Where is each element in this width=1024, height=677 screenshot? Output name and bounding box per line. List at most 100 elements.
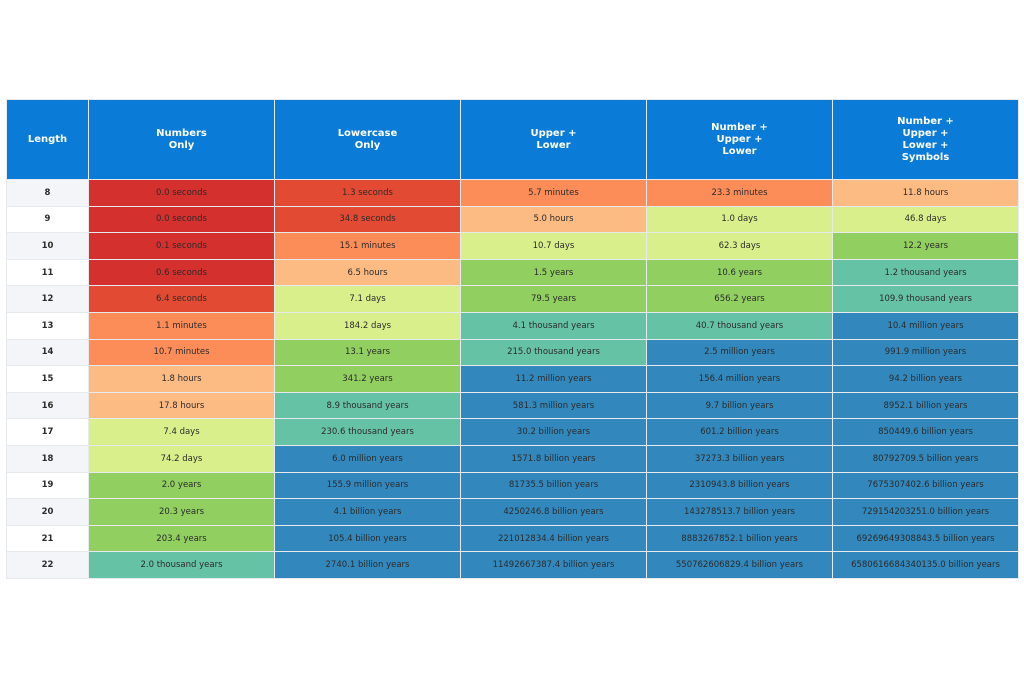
cell-number-upper-lower: 8883267852.1 billion years (646, 524, 833, 553)
table-row: 12 6.4 seconds 7.1 days 79.5 years 656.2 yea… (6, 285, 1019, 313)
cell-number-upper-lower-symbols: 109.9 thousand years (832, 285, 1019, 313)
length-cell: 13 (6, 311, 89, 340)
cell-number-upper-lower-symbols: 46.8 days (832, 205, 1019, 234)
header-number-upper-lower: Number + Upper + Lower (646, 99, 833, 180)
cell-number-upper-lower-symbols: 10.4 million years (832, 311, 1019, 340)
cell-number-upper-lower-symbols: 8952.1 billion years (832, 391, 1019, 420)
cell-lowercase-only: 6.5 hours (274, 258, 461, 287)
cell-upper-lower: 11492667387.4 billion years (460, 551, 647, 579)
cell-numbers-only: 1.8 hours (88, 365, 275, 393)
cell-upper-lower: 581.3 million years (460, 391, 647, 420)
length-cell: 11 (6, 258, 89, 287)
length-cell: 9 (6, 205, 89, 234)
cell-lowercase-only: 341.2 years (274, 365, 461, 393)
cell-number-upper-lower: 550762606829.4 billion years (646, 551, 833, 579)
cell-upper-lower: 215.0 thousand years (460, 338, 647, 367)
cell-numbers-only: 0.0 seconds (88, 205, 275, 234)
length-cell: 21 (6, 524, 89, 553)
cell-upper-lower: 221012834.4 billion years (460, 524, 647, 553)
length-cell: 19 (6, 471, 89, 500)
length-cell: 12 (6, 285, 89, 313)
table-row: 8 0.0 seconds 1.3 seconds 5.7 minutes 23.3 m… (6, 179, 1019, 207)
cell-lowercase-only: 7.1 days (274, 285, 461, 313)
header-lowercase-only: Lowercase Only (274, 99, 461, 180)
cell-number-upper-lower: 1.0 days (646, 205, 833, 234)
table-row: 20 20.3 years 4.1 billion years 4250246.8 b… (6, 498, 1019, 526)
cell-upper-lower: 4.1 thousand years (460, 311, 647, 340)
cell-number-upper-lower: 37273.3 billion years (646, 444, 833, 473)
cell-number-upper-lower-symbols: 1.2 thousand years (832, 258, 1019, 287)
cell-numbers-only: 0.1 seconds (88, 232, 275, 260)
cell-lowercase-only: 8.9 thousand years (274, 391, 461, 420)
cell-number-upper-lower-symbols: 80792709.5 billion years (832, 444, 1019, 473)
cell-numbers-only: 10.7 minutes (88, 338, 275, 367)
cell-lowercase-only: 230.6 thousand years (274, 418, 461, 446)
cell-number-upper-lower-symbols: 7675307402.6 billion years (832, 471, 1019, 500)
cell-numbers-only: 0.6 seconds (88, 258, 275, 287)
table-row: 17 7.4 days 230.6 thousand years 30.2 billi… (6, 418, 1019, 446)
cell-numbers-only: 6.4 seconds (88, 285, 275, 313)
table-row: 16 17.8 hours 8.9 thousand years 581.3 mill… (6, 391, 1019, 420)
cell-number-upper-lower: 656.2 years (646, 285, 833, 313)
header-row: Length Numbers Only Lowercase Only Upper… (6, 99, 1019, 180)
cell-numbers-only: 74.2 days (88, 444, 275, 473)
cell-number-upper-lower: 601.2 billion years (646, 418, 833, 446)
cell-number-upper-lower-symbols: 850449.6 billion years (832, 418, 1019, 446)
cell-number-upper-lower-symbols: 729154203251.0 billion years (832, 498, 1019, 526)
cell-upper-lower: 1571.8 billion years (460, 444, 647, 473)
table-row: 14 10.7 minutes 13.1 years 215.0 thousand y… (6, 338, 1019, 367)
length-cell: 8 (6, 179, 89, 207)
cell-number-upper-lower-symbols: 12.2 years (832, 232, 1019, 260)
cell-numbers-only: 0.0 seconds (88, 179, 275, 207)
cell-upper-lower: 11.2 million years (460, 365, 647, 393)
table-row: 13 1.1 minutes 184.2 days 4.1 thousand year… (6, 311, 1019, 340)
cell-number-upper-lower: 2.5 million years (646, 338, 833, 367)
table-row: 19 2.0 years 155.9 million years 81735.5 bi… (6, 471, 1019, 500)
table-body: 8 0.0 seconds 1.3 seconds 5.7 minutes 23.3 m… (6, 179, 1019, 579)
cell-lowercase-only: 184.2 days (274, 311, 461, 340)
cell-number-upper-lower-symbols: 991.9 million years (832, 338, 1019, 367)
cell-upper-lower: 5.0 hours (460, 205, 647, 234)
cell-lowercase-only: 15.1 minutes (274, 232, 461, 260)
cell-number-upper-lower: 143278513.7 billion years (646, 498, 833, 526)
cell-number-upper-lower-symbols: 94.2 billion years (832, 365, 1019, 393)
length-cell: 22 (6, 551, 89, 579)
cell-number-upper-lower: 10.6 years (646, 258, 833, 287)
cell-lowercase-only: 34.8 seconds (274, 205, 461, 234)
cell-upper-lower: 5.7 minutes (460, 179, 647, 207)
header-length: Length (6, 99, 89, 180)
length-cell: 20 (6, 498, 89, 526)
cell-numbers-only: 17.8 hours (88, 391, 275, 420)
cell-lowercase-only: 13.1 years (274, 338, 461, 367)
table-row: 22 2.0 thousand years 2740.1 billion years… (6, 551, 1019, 579)
length-cell: 14 (6, 338, 89, 367)
cell-upper-lower: 81735.5 billion years (460, 471, 647, 500)
cell-number-upper-lower-symbols: 6580616684340135.0 billion years (832, 551, 1019, 579)
cell-numbers-only: 2.0 thousand years (88, 551, 275, 579)
table-row: 11 0.6 seconds 6.5 hours 1.5 years 10.6 year… (6, 258, 1019, 287)
cell-lowercase-only: 4.1 billion years (274, 498, 461, 526)
cell-numbers-only: 203.4 years (88, 524, 275, 553)
table-row: 21 203.4 years 105.4 billion years 22101283… (6, 524, 1019, 553)
length-cell: 15 (6, 365, 89, 393)
table-row: 18 74.2 days 6.0 million years 1571.8 billi… (6, 444, 1019, 473)
table-row: 10 0.1 seconds 15.1 minutes 10.7 days 62.3 d… (6, 232, 1019, 260)
password-crack-time-table: Length Numbers Only Lowercase Only Upper… (6, 99, 1019, 579)
length-cell: 10 (6, 232, 89, 260)
cell-number-upper-lower: 9.7 billion years (646, 391, 833, 420)
cell-lowercase-only: 6.0 million years (274, 444, 461, 473)
cell-number-upper-lower: 156.4 million years (646, 365, 833, 393)
cell-numbers-only: 20.3 years (88, 498, 275, 526)
cell-upper-lower: 1.5 years (460, 258, 647, 287)
cell-numbers-only: 1.1 minutes (88, 311, 275, 340)
cell-upper-lower: 79.5 years (460, 285, 647, 313)
header-number-upper-lower-symbols: Number + Upper + Lower + Symbols (832, 99, 1019, 180)
cell-lowercase-only: 155.9 million years (274, 471, 461, 500)
cell-numbers-only: 7.4 days (88, 418, 275, 446)
header-upper-lower: Upper + Lower (460, 99, 647, 180)
table-row: 15 1.8 hours 341.2 years 11.2 million years… (6, 365, 1019, 393)
length-cell: 18 (6, 444, 89, 473)
table-header: Length Numbers Only Lowercase Only Upper… (6, 99, 1019, 180)
table-row: 9 0.0 seconds 34.8 seconds 5.0 hours 1.0 day… (6, 205, 1019, 234)
cell-number-upper-lower: 40.7 thousand years (646, 311, 833, 340)
